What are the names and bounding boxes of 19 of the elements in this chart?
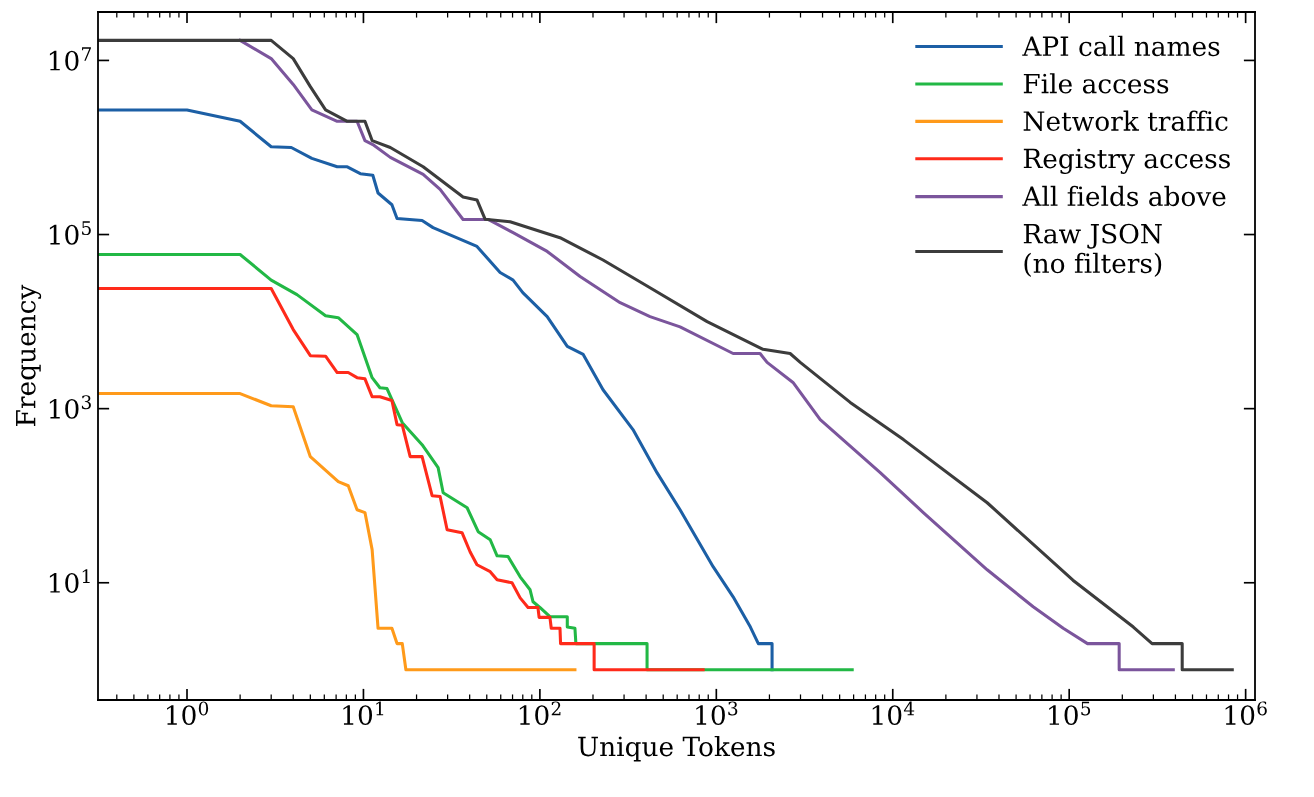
x-tick-label: 10$^{2}$ xyxy=(519,701,561,726)
legend-label: File access xyxy=(1023,73,1169,94)
legend-label: All fields above xyxy=(1022,185,1226,207)
legend-label: Registry access xyxy=(1023,148,1230,174)
legend-label: Raw JSON (no filters) xyxy=(1023,223,1162,277)
x-tick-label: 10$^{5}$ xyxy=(1049,701,1091,726)
y-tick-label: 10$^{3}$ xyxy=(49,395,91,419)
x-tick-label: 10$^{6}$ xyxy=(1225,701,1267,726)
x-tick-label: 10$^{3}$ xyxy=(696,701,738,726)
y-tick-label: 10$^{5}$ xyxy=(49,221,91,245)
y-axis-title: Frequency xyxy=(16,284,42,426)
x-axis-title: Unique Tokens xyxy=(578,735,775,762)
y-tick-label: 10$^{7}$ xyxy=(49,47,91,71)
x-tick-label: 10$^{0}$ xyxy=(167,701,209,726)
legend-label: Network traffic xyxy=(1023,110,1228,132)
legend-label: API call names xyxy=(1022,35,1220,57)
x-tick-label: 10$^{4}$ xyxy=(872,701,915,726)
x-tick-label: 10$^{1}$ xyxy=(343,701,384,726)
y-tick-label: 10$^{1}$ xyxy=(49,569,90,593)
